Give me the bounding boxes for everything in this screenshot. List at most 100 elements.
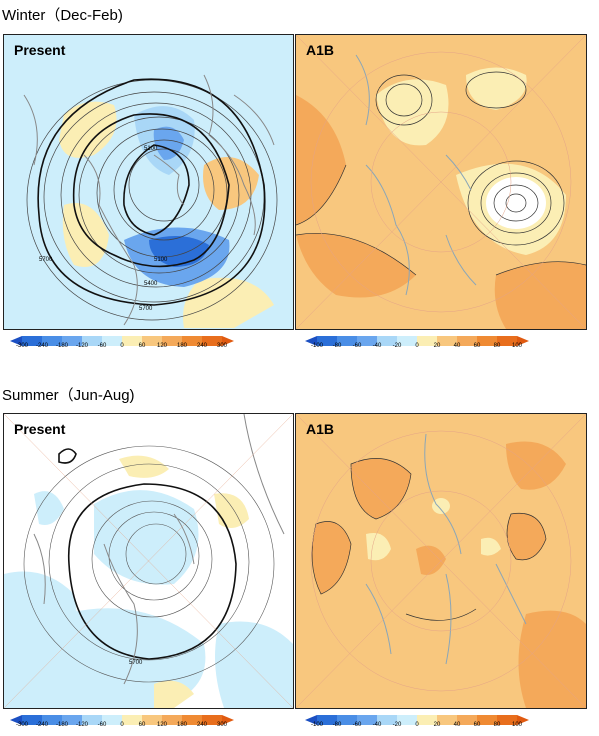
contour-label: 5100 xyxy=(154,257,168,263)
colorbar-tick: 40 xyxy=(453,343,461,349)
colorbar-tick: 100 xyxy=(511,343,523,349)
colorbar-tick: 60 xyxy=(138,722,146,728)
winter-present-map: 5100 5100 5400 5700 5700 Present xyxy=(3,34,294,330)
colorbar-tick: 60 xyxy=(138,343,146,349)
colorbar-tick: 300 xyxy=(216,722,228,728)
winter-a1b-plot xyxy=(296,35,586,329)
positive-anomaly xyxy=(416,545,446,575)
summer-present-colorbar: -300 -240 -180 -120 -60 0 60 120 180 240… xyxy=(10,712,234,730)
positive-anomaly xyxy=(203,157,259,210)
colorbar-tick: 0 xyxy=(415,722,419,728)
colorbar-tick: 120 xyxy=(156,722,168,728)
colorbar-tick: -60 xyxy=(97,722,107,728)
colorbar-tick: 20 xyxy=(433,343,441,349)
coastlines xyxy=(33,414,285,685)
contour-label: 5400 xyxy=(144,281,158,287)
negative-anomaly xyxy=(215,621,293,708)
summer-present-map: 5700 Present xyxy=(3,413,294,709)
summer-a1b-map: A1B xyxy=(295,413,587,709)
colorbar-tick: 120 xyxy=(156,343,168,349)
colorbar-tick: 300 xyxy=(216,343,228,349)
positive-anomaly xyxy=(366,533,391,561)
grid-lines xyxy=(4,414,293,708)
bold-contours xyxy=(58,448,237,660)
winter-a1b-map: A1B xyxy=(295,34,587,330)
colorbar-tick: 80 xyxy=(493,343,501,349)
colorbar-tick: -60 xyxy=(352,343,362,349)
coastlines xyxy=(23,74,275,326)
colorbar-tick: 20 xyxy=(433,722,441,728)
colorbar-tick: -120 xyxy=(75,343,89,349)
summer-a1b-colorbar: -100 -80 -60 -40 -20 0 20 40 60 80 100 xyxy=(305,712,529,730)
panel-label: Present xyxy=(14,421,66,437)
colorbar-tick: 180 xyxy=(176,343,188,349)
coastlines xyxy=(355,54,477,296)
colorbar-tick: 0 xyxy=(120,722,124,728)
anomaly-contours xyxy=(311,458,547,621)
colorbar-tick: -40 xyxy=(372,722,382,728)
colorbar-tick: -100 xyxy=(310,722,324,728)
colorbar-tick: 0 xyxy=(415,343,419,349)
summer-present-plot: 5700 xyxy=(4,414,293,708)
positive-anomaly xyxy=(466,67,527,110)
panel-label: A1B xyxy=(306,421,335,437)
positive-anomaly xyxy=(481,537,501,556)
colorbar-tick: -40 xyxy=(372,343,382,349)
contour-label: 5700 xyxy=(139,306,153,312)
winter-present-colorbar: -300 -240 -180 -120 -60 0 60 120 180 240… xyxy=(10,333,234,351)
winter-present-plot: 5100 5100 5400 5700 5700 xyxy=(23,74,278,328)
positive-anomaly xyxy=(183,277,274,328)
colorbar-tick: -300 xyxy=(15,722,29,728)
colorbar-tick: -100 xyxy=(310,343,324,349)
bold-contours xyxy=(37,78,266,306)
colorbar-tick: 240 xyxy=(196,722,208,728)
colorbar-tick: -60 xyxy=(352,722,362,728)
contour-label: 5700 xyxy=(39,257,53,263)
positive-anomaly xyxy=(214,493,249,528)
summer-a1b-plot xyxy=(296,414,586,708)
winter-title: Winter（Dec-Feb) xyxy=(2,7,123,24)
colorbar-tick: -60 xyxy=(97,343,107,349)
colorbar-tick: -80 xyxy=(332,722,342,728)
negative-anomaly xyxy=(94,490,199,585)
panel-label: A1B xyxy=(306,42,335,58)
colorbar-tick: -240 xyxy=(35,343,49,349)
positive-anomaly xyxy=(432,498,450,514)
negative-anomaly xyxy=(34,491,64,525)
grid-lines xyxy=(296,414,586,708)
height-contours xyxy=(23,445,275,683)
positive-anomaly xyxy=(59,101,117,158)
grid-lines xyxy=(296,35,586,329)
colorbar-tick: -20 xyxy=(392,722,402,728)
colorbar-tick: 40 xyxy=(453,722,461,728)
colorbar-tick: 100 xyxy=(511,722,523,728)
colorbar-tick: 240 xyxy=(196,343,208,349)
negative-anomaly xyxy=(4,571,78,708)
colorbar-tick: -120 xyxy=(75,722,89,728)
colorbar-tick: 180 xyxy=(176,722,188,728)
colorbar-tick: -240 xyxy=(35,722,49,728)
positive-anomaly xyxy=(506,441,566,490)
anomaly-contours xyxy=(296,71,586,276)
contour-label: 5700 xyxy=(129,660,143,666)
positive-anomaly xyxy=(296,233,416,298)
coastlines xyxy=(365,433,527,665)
height-contours xyxy=(26,79,278,321)
contour-label: 5100 xyxy=(144,146,158,152)
colorbar-tick: 0 xyxy=(120,343,124,349)
colorbar-tick: 80 xyxy=(493,722,501,728)
positive-anomaly xyxy=(376,79,449,146)
positive-anomaly xyxy=(154,680,194,708)
colorbar-tick: -300 xyxy=(15,343,29,349)
summer-title: Summer（Jun-Aug) xyxy=(2,387,135,404)
positive-anomaly xyxy=(296,95,346,225)
colorbar-tick: 60 xyxy=(473,722,481,728)
positive-anomaly xyxy=(351,458,411,519)
colorbar-tick: -20 xyxy=(392,343,402,349)
positive-anomaly xyxy=(494,261,586,329)
panel-label: Present xyxy=(14,42,66,58)
negative-anomaly xyxy=(153,126,184,160)
positive-anomaly xyxy=(507,513,546,560)
positive-anomaly xyxy=(312,521,351,594)
positive-anomaly xyxy=(518,610,586,708)
